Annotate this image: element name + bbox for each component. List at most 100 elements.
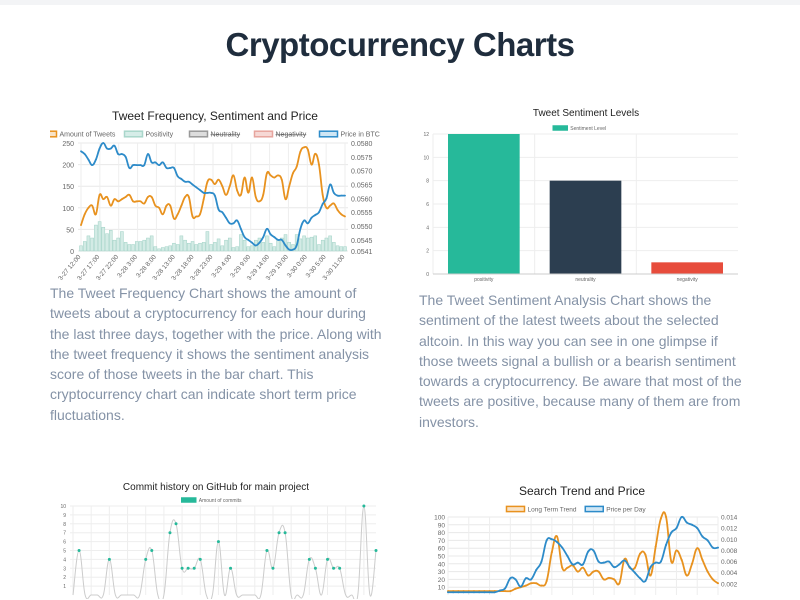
positivity-bar (328, 235, 332, 252)
legend-swatch (552, 125, 568, 131)
y-tick-label: 1 (63, 584, 66, 590)
data-point (571, 563, 574, 566)
data-point (654, 561, 657, 564)
data-point (711, 578, 714, 581)
data-point (313, 566, 317, 570)
y-tick-label: 8 (426, 179, 429, 185)
data-point (336, 209, 339, 211)
legend-swatch (50, 130, 58, 138)
data-point (158, 206, 160, 209)
tweet-frequency-chart: Tweet Frequency, Sentiment and Price Amou… (50, 109, 380, 280)
data-point (691, 562, 694, 565)
data-point (295, 165, 298, 168)
data-point (550, 551, 553, 554)
data-point (314, 214, 317, 216)
data-point (618, 582, 621, 585)
data-point (269, 174, 272, 177)
y2-tick-label: 0.0565 (351, 183, 373, 190)
data-point (607, 560, 610, 563)
data-point (180, 566, 184, 570)
legend-label: Neutrality (211, 131, 241, 138)
data-point (94, 158, 97, 161)
data-point (696, 527, 699, 530)
y-tick-label: 100 (434, 515, 445, 522)
data-point (659, 517, 662, 520)
data-point (535, 568, 538, 571)
data-point (161, 213, 164, 216)
data-point (107, 557, 111, 561)
data-point (165, 167, 168, 169)
data-point (254, 196, 257, 198)
data-point (649, 566, 652, 569)
data-point (307, 557, 311, 561)
positivity-bar (198, 242, 202, 252)
data-point (321, 193, 324, 196)
data-point (691, 523, 694, 526)
positivity-bar (343, 246, 347, 252)
data-point (106, 147, 108, 150)
data-point (602, 561, 605, 564)
data-point (280, 239, 283, 241)
y-tick-label: 0 (70, 249, 74, 256)
data-point (288, 185, 291, 188)
data-point (556, 541, 559, 544)
positivity-bar (317, 244, 321, 252)
positivity-bar (242, 239, 247, 252)
data-point (102, 142, 105, 144)
data-point (254, 244, 257, 247)
y-tick-label: 80 (438, 530, 446, 537)
bar-neutrality (549, 180, 622, 274)
data-point (310, 216, 313, 219)
data-point (321, 203, 324, 205)
positivity-bar (268, 242, 273, 252)
data-point (457, 591, 460, 594)
data-point (587, 574, 590, 577)
data-point (124, 155, 127, 158)
positivity-bar (320, 239, 325, 252)
data-point (524, 584, 527, 587)
data-point (217, 208, 220, 211)
data-point (192, 566, 196, 570)
positivity-bar (161, 247, 165, 252)
legend-swatch (253, 130, 274, 138)
data-point (659, 560, 662, 563)
data-point (199, 189, 201, 191)
data-point (576, 570, 579, 573)
positivity-bar (246, 246, 251, 252)
y-tick-label: 20 (438, 577, 446, 584)
data-point (299, 150, 302, 153)
data-point (587, 550, 590, 553)
data-point (325, 197, 328, 200)
data-point (232, 174, 235, 177)
data-point (483, 591, 486, 594)
data-point (143, 202, 146, 205)
positivity-bar (79, 245, 83, 252)
bar-negativity (651, 262, 723, 274)
positivity-bar (183, 239, 187, 252)
tweet-sentiment-description: The Tweet Sentiment Analysis Chart shows… (419, 292, 742, 430)
data-point (176, 175, 179, 178)
data-point (306, 148, 309, 151)
chart-title: Commit history on GitHub for main projec… (123, 482, 309, 493)
positivity-bar (235, 246, 239, 252)
y-tick-label: 60 (438, 546, 446, 553)
data-point (128, 167, 131, 169)
data-point (654, 545, 657, 548)
data-point (607, 576, 610, 579)
search-trend-chart: Search Trend and Price Long Term Trend Pri… (434, 484, 738, 595)
y-tick-label: 40 (438, 561, 446, 568)
positivity-bar (324, 237, 329, 252)
data-point (195, 215, 198, 218)
y2-tick-label: 0.006 (721, 559, 738, 566)
legend-swatch (123, 130, 144, 138)
data-point (229, 566, 233, 570)
positivity-bar (287, 242, 291, 252)
data-point (176, 213, 179, 216)
chart-title: Tweet Frequency, Sentiment and Price (112, 109, 318, 123)
data-point (206, 180, 209, 183)
data-point (243, 236, 246, 239)
data-point (198, 557, 202, 561)
data-point (144, 557, 148, 561)
y2-tick-label: 0.0570 (351, 169, 373, 176)
data-point (329, 183, 332, 186)
